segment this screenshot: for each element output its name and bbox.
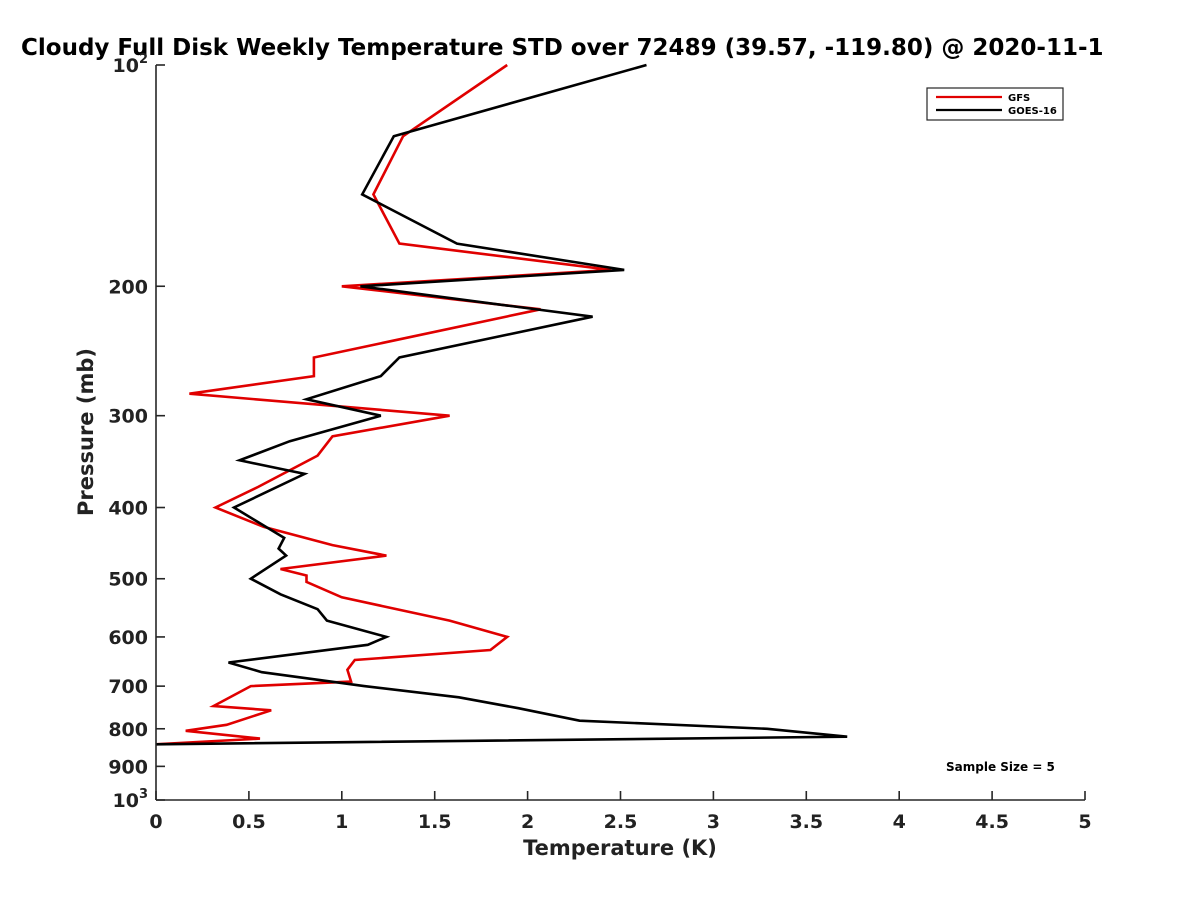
y-tick-label: 800 <box>108 719 148 741</box>
y-tick-label: 400 <box>108 498 148 520</box>
y-tick-label: 300 <box>108 406 148 428</box>
y-tick-label: 500 <box>108 569 148 591</box>
x-tick-label: 0.5 <box>232 811 266 833</box>
y-tick-label: 900 <box>108 756 148 778</box>
x-tick-label: 0 <box>149 811 162 833</box>
x-tick-label: 4 <box>893 811 906 833</box>
x-tick-label: 2 <box>521 811 534 833</box>
series-line-gfs <box>155 63 612 746</box>
series-line-goes16 <box>155 63 848 746</box>
x-tick-label: 5 <box>1078 811 1091 833</box>
legend-box <box>926 87 1064 121</box>
x-tick-label: 4.5 <box>975 811 1009 833</box>
y-tick-label: 103 <box>113 787 149 812</box>
x-tick-label: 1.5 <box>418 811 452 833</box>
chart-title: Cloudy Full Disk Weekly Temperature STD … <box>21 35 1104 61</box>
x-tick-label: 2.5 <box>604 811 638 833</box>
ticks: 0 0.5 1 1.5 2 2.5 3 3.5 4 4.5 5 102 200 300 400 500 600 7… <box>108 52 1091 833</box>
y-tick-label: 200 <box>108 276 148 298</box>
legend-label-gfs: GFS <box>1008 93 1030 104</box>
series-layer <box>155 63 848 746</box>
y-tick-label: 600 <box>108 627 148 649</box>
x-axis-label: Temperature (K) <box>523 836 717 860</box>
legend-label-goes16: GOES-16 <box>1008 106 1057 117</box>
sample-size-annotation: Sample Size = 5 <box>946 760 1055 774</box>
y-tick-label: 700 <box>108 676 148 698</box>
y-tick-label: 102 <box>113 52 149 77</box>
y-axis-label: Pressure (mb) <box>74 348 98 516</box>
legend: GFS GOES-16 <box>926 87 1064 121</box>
x-tick-label: 3 <box>707 811 720 833</box>
axes <box>155 65 1085 801</box>
x-tick-label: 3.5 <box>789 811 823 833</box>
x-tick-label: 1 <box>335 811 348 833</box>
